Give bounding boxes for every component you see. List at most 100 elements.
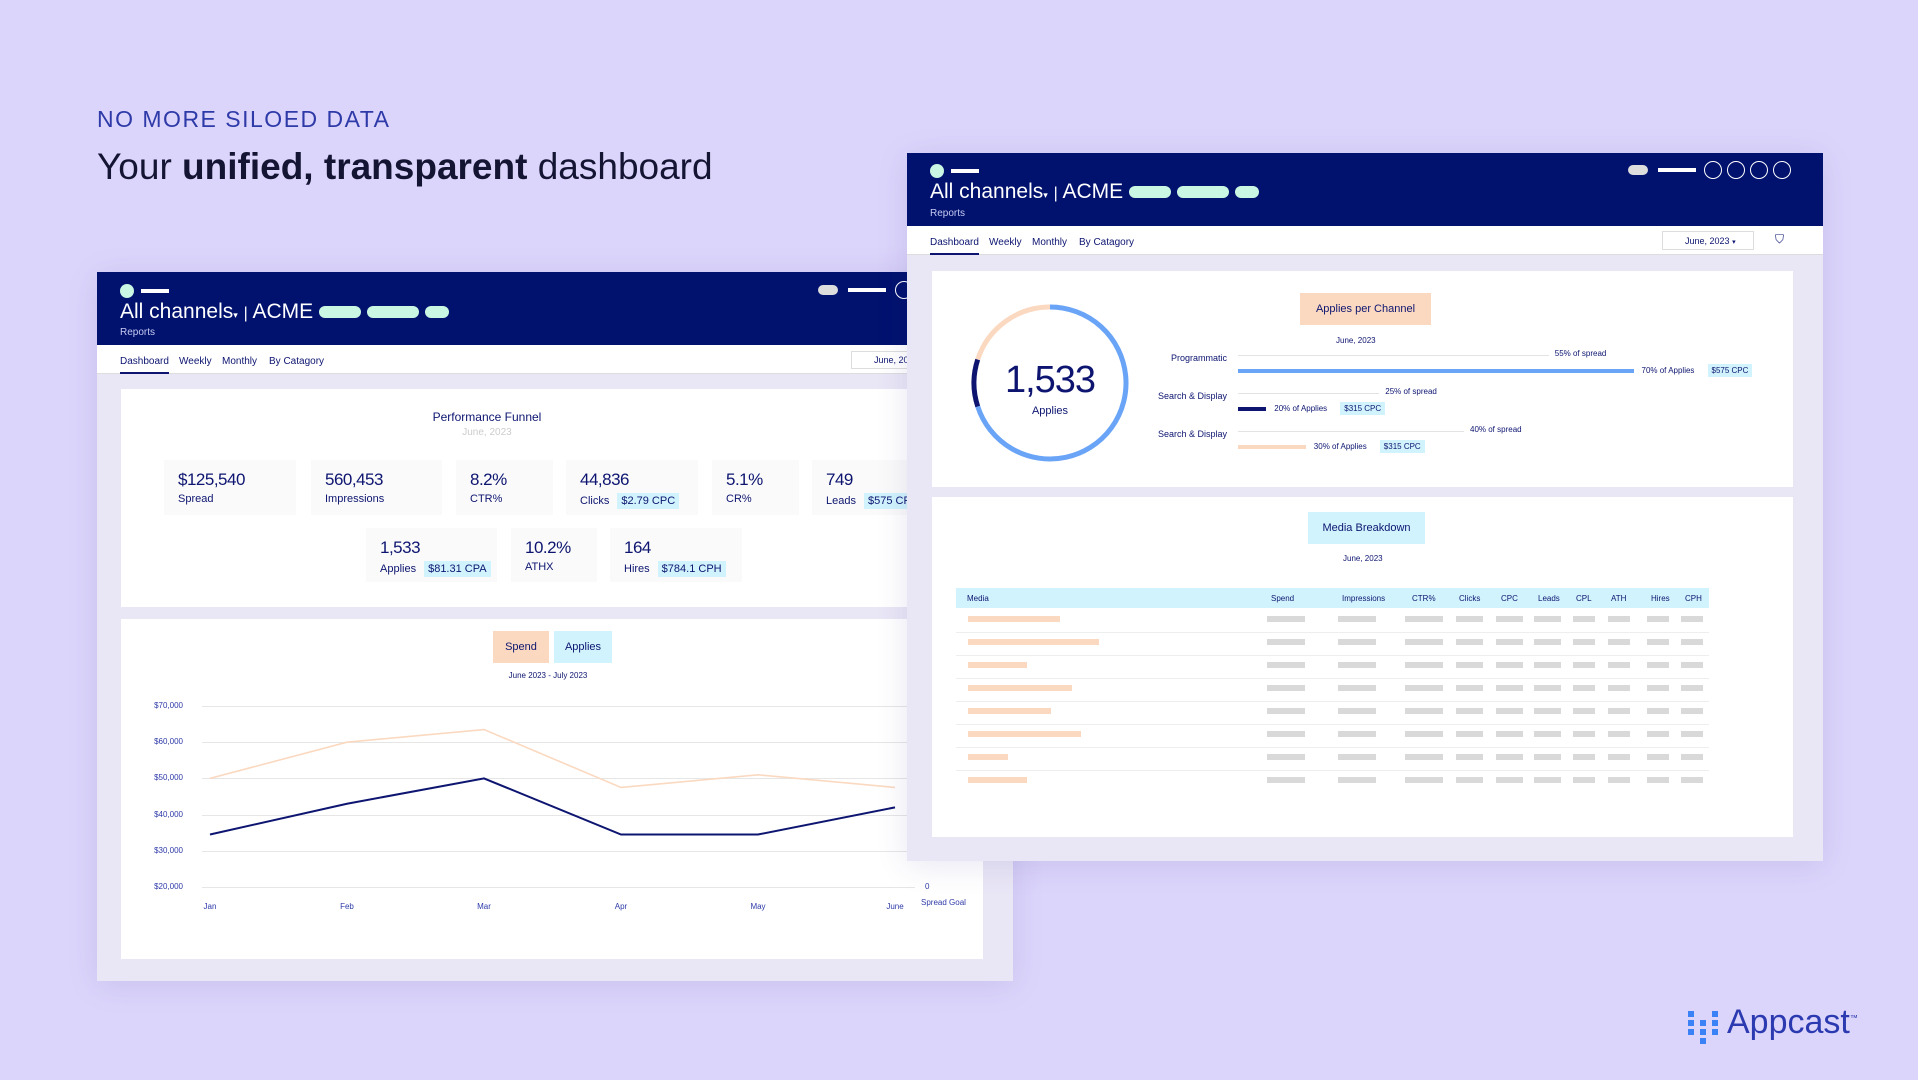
kpi-card: 8.2% CTR% bbox=[456, 460, 553, 515]
gridline bbox=[202, 778, 915, 780]
legend-spend[interactable]: Spend bbox=[493, 631, 549, 663]
logo-dot bbox=[120, 284, 134, 298]
channel-name: Programmatic bbox=[1170, 353, 1227, 363]
right-axis-tick: 0 bbox=[925, 882, 930, 891]
kpi-card: 164 Hires $784.1 CPH bbox=[610, 528, 742, 582]
cell-placeholder bbox=[1573, 685, 1595, 691]
tab-monthly[interactable]: Monthly bbox=[222, 356, 258, 367]
channel-title[interactable]: All channels▾ | ACME bbox=[120, 300, 450, 324]
cell-placeholder bbox=[1534, 685, 1561, 691]
spend-line bbox=[209, 728, 896, 789]
cell-placeholder bbox=[1608, 754, 1630, 760]
headline: Your unified, transparent dashboard bbox=[97, 146, 713, 187]
kpi-label: Clicks $2.79 CPC bbox=[580, 493, 698, 509]
media-name-placeholder bbox=[968, 685, 1072, 691]
cpc-tag: $315 CPC bbox=[1340, 402, 1386, 415]
column-header[interactable]: Leads bbox=[1538, 594, 1560, 603]
channel-title[interactable]: All channels▾ | ACME bbox=[930, 180, 1260, 204]
cell-placeholder bbox=[1647, 616, 1669, 622]
kpi-value: 164 bbox=[624, 538, 651, 557]
kpi-tag: $81.31 CPA bbox=[424, 561, 491, 577]
cell-placeholder bbox=[1647, 708, 1669, 714]
column-header[interactable]: CTR% bbox=[1412, 594, 1436, 603]
kpi-tag: $784.1 CPH bbox=[657, 561, 726, 577]
tab-dashboard[interactable]: Dashboard bbox=[120, 356, 169, 374]
cell-placeholder bbox=[1534, 731, 1561, 737]
applies-label: 70% of Applies bbox=[1641, 366, 1695, 375]
table-row[interactable] bbox=[956, 771, 1709, 794]
cell-placeholder bbox=[1681, 662, 1703, 668]
column-header[interactable]: Impressions bbox=[1342, 594, 1386, 603]
tab-by-category[interactable]: By Catagory bbox=[1079, 237, 1135, 248]
funnel-title: Performance Funnel bbox=[432, 410, 542, 424]
cell-placeholder bbox=[1608, 708, 1630, 714]
table-row[interactable] bbox=[956, 702, 1709, 725]
cell-placeholder bbox=[1608, 662, 1630, 668]
cell-placeholder bbox=[1681, 616, 1703, 622]
cell-placeholder bbox=[1647, 639, 1669, 645]
cell-placeholder bbox=[1573, 616, 1595, 622]
circle-icon[interactable] bbox=[1704, 161, 1722, 179]
toggle[interactable] bbox=[818, 285, 838, 295]
table-row[interactable] bbox=[956, 633, 1709, 656]
cell-placeholder bbox=[1681, 708, 1703, 714]
chart-subtitle: June 2023 - July 2023 bbox=[508, 671, 588, 680]
cell-placeholder bbox=[1496, 616, 1523, 622]
column-header[interactable]: Hires bbox=[1651, 594, 1670, 603]
cell-placeholder bbox=[1456, 616, 1483, 622]
circle-icon[interactable] bbox=[1750, 161, 1768, 179]
cell-placeholder bbox=[1338, 639, 1376, 645]
cell-placeholder bbox=[1496, 685, 1523, 691]
tab-by-category[interactable]: By Catagory bbox=[269, 356, 325, 367]
media-name-placeholder bbox=[968, 662, 1027, 668]
cell-placeholder bbox=[1338, 616, 1376, 622]
tab-monthly[interactable]: Monthly bbox=[1032, 237, 1068, 248]
date-filter[interactable]: June, 2023 ▾ bbox=[1662, 231, 1754, 250]
tab-weekly[interactable]: Weekly bbox=[179, 356, 212, 367]
cell-placeholder bbox=[1534, 662, 1561, 668]
table-row[interactable] bbox=[956, 610, 1709, 633]
filter-icon[interactable]: ⛉ bbox=[1775, 232, 1785, 246]
media-name-placeholder bbox=[968, 777, 1027, 783]
gridline bbox=[202, 706, 915, 707]
kpi-tag: $575 CPL bbox=[863, 493, 921, 509]
kpi-card: $125,540 Spread bbox=[164, 460, 296, 515]
applies-bar bbox=[1238, 369, 1634, 373]
cell-placeholder bbox=[1608, 616, 1630, 622]
spread-line bbox=[1238, 355, 1549, 356]
table-row[interactable] bbox=[956, 656, 1709, 679]
tab-weekly[interactable]: Weekly bbox=[989, 237, 1022, 248]
media-name-placeholder bbox=[968, 731, 1081, 737]
cell-placeholder bbox=[1534, 708, 1561, 714]
kpi-label: CTR% bbox=[470, 493, 553, 505]
column-header[interactable]: Spend bbox=[1271, 594, 1295, 603]
cell-placeholder bbox=[1267, 708, 1305, 714]
kpi-card: 1,533 Applies $81.31 CPA bbox=[366, 528, 497, 582]
logo-dash bbox=[141, 289, 169, 293]
circle-icon[interactable] bbox=[1773, 161, 1791, 179]
breadcrumb[interactable]: Reports bbox=[120, 327, 156, 338]
applies-bar bbox=[1238, 445, 1306, 449]
circle-icon[interactable] bbox=[1727, 161, 1745, 179]
applies-date: June, 2023 bbox=[1336, 336, 1376, 345]
legend-applies[interactable]: Applies bbox=[554, 631, 612, 663]
column-header[interactable]: CPC bbox=[1501, 594, 1518, 603]
tab-dashboard[interactable]: Dashboard bbox=[930, 237, 979, 255]
column-header[interactable]: Media bbox=[967, 594, 989, 603]
table-row[interactable] bbox=[956, 725, 1709, 748]
breadcrumb[interactable]: Reports bbox=[930, 208, 966, 219]
media-name-placeholder bbox=[968, 639, 1099, 645]
toggle[interactable] bbox=[1628, 165, 1648, 175]
cpc-tag: $575 CPC bbox=[1707, 364, 1753, 377]
column-header[interactable]: ATH bbox=[1611, 594, 1627, 603]
y-tick-label: $60,000 bbox=[154, 737, 183, 747]
table-row[interactable] bbox=[956, 679, 1709, 702]
column-header[interactable]: Clicks bbox=[1459, 594, 1481, 603]
table-row[interactable] bbox=[956, 748, 1709, 771]
column-header[interactable]: CPH bbox=[1685, 594, 1702, 603]
cell-placeholder bbox=[1681, 685, 1703, 691]
cell-placeholder bbox=[1267, 616, 1305, 622]
column-header[interactable]: CPL bbox=[1576, 594, 1592, 603]
cell-placeholder bbox=[1267, 754, 1305, 760]
cell-placeholder bbox=[1338, 731, 1376, 737]
